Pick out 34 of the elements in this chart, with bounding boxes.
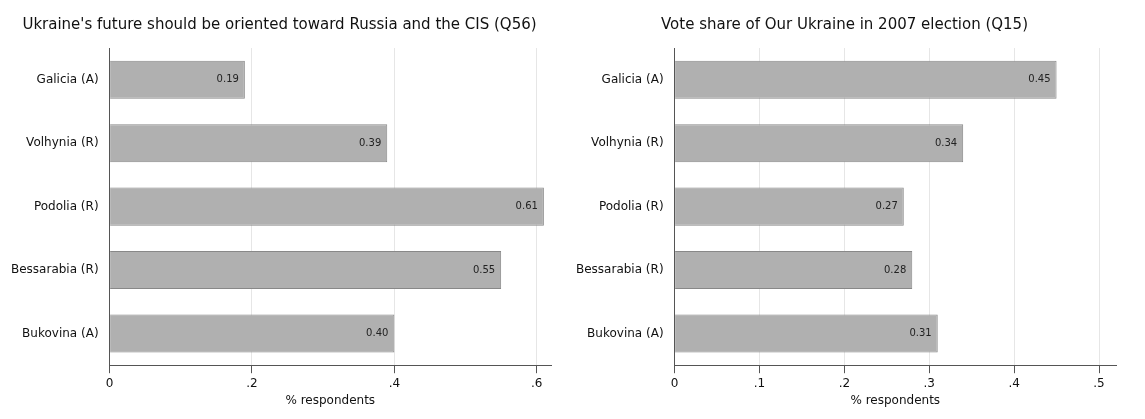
y-tick-label: Bessarabia (R) xyxy=(575,262,664,277)
data-label: 0.19 xyxy=(216,73,239,85)
x-tick-label: .2 xyxy=(838,375,851,390)
x-tick-label: .2 xyxy=(246,375,258,390)
data-label: 0.61 xyxy=(515,200,538,212)
y-tick-label: Podolia (R) xyxy=(598,198,664,213)
y-tick-label: Volhynia (R) xyxy=(26,135,99,150)
x-axis-title: % respondents xyxy=(285,392,376,407)
data-label: 0.40 xyxy=(366,327,389,339)
y-tick-label: Bessarabia (R) xyxy=(10,262,99,277)
data-label: 0.34 xyxy=(934,136,958,148)
y-tick-label: Bukovina (A) xyxy=(587,325,664,340)
x-tick-label: .4 xyxy=(1008,375,1020,390)
data-label: 0.31 xyxy=(909,327,932,339)
x-tick-label: 0 xyxy=(105,375,114,390)
data-label: 0.39 xyxy=(358,136,382,148)
x-tick-label: .3 xyxy=(923,375,935,390)
x-tick-label: 0 xyxy=(670,375,679,390)
y-tick-label: Galicia (A) xyxy=(36,71,99,86)
chart-title: Vote share of Our Ukraine in 2007 election (Q15) xyxy=(660,14,1029,33)
y-tick-label: Podolia (R) xyxy=(33,198,99,213)
y-tick-label: Bukovina (A) xyxy=(22,325,99,340)
x-axis-title: % respondents xyxy=(850,392,941,407)
x-tick-label: .1 xyxy=(753,375,766,390)
data-label: 0.55 xyxy=(472,263,496,275)
y-tick-label: Galicia (A) xyxy=(601,71,664,86)
data-label: 0.45 xyxy=(1028,73,1051,85)
x-tick-label: .6 xyxy=(531,375,543,390)
data-label: 0.27 xyxy=(875,200,898,212)
data-label: 0.28 xyxy=(884,263,907,275)
x-tick-label: .4 xyxy=(388,375,401,390)
y-tick-label: Volhynia (R) xyxy=(591,135,664,150)
x-tick-label: .5 xyxy=(1093,375,1105,390)
chart-title: Ukraine's future should be oriented toward Russia and the CIS (Q56) xyxy=(22,14,537,33)
